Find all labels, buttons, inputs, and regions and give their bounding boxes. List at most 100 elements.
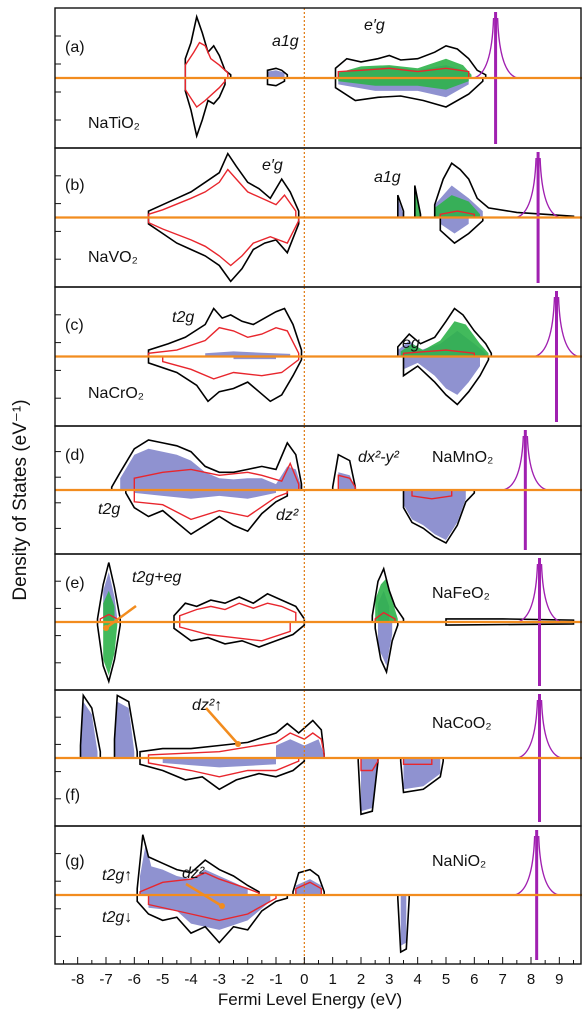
dos-total-line — [139, 757, 306, 791]
na-states-lorentz — [503, 435, 548, 491]
panel-label: (c) — [65, 317, 84, 334]
dos-metal_d-line — [179, 602, 297, 623]
annotation-arrow-head — [219, 903, 225, 909]
panels-group: (a) NaTiO₂ a1g e′g (b) NaVO₂ e′g a1g (c) NaCrO₂ t2… — [54, 7, 582, 965]
x-tick-label: 9 — [555, 971, 563, 988]
x-tick-label: 3 — [385, 971, 393, 988]
dos-total-line — [125, 489, 289, 536]
panel-7: (g) NaNiO₂ t2g↑ t2g↓ dz² — [54, 825, 582, 965]
dos-total-line — [147, 216, 300, 283]
dos-t2g_a1g-area — [361, 758, 378, 812]
dos-metal_d-line — [184, 77, 226, 109]
orbital-annotation: t2g↓ — [102, 909, 132, 926]
dos-t2g_a1g-area — [295, 879, 322, 895]
orbital-annotation: t2g — [98, 501, 120, 518]
x-tick-label: 7 — [498, 971, 506, 988]
panel-label: (e) — [65, 575, 85, 592]
panel-plot-area — [184, 12, 518, 144]
y-axis-label: Density of States (eV⁻¹) — [10, 399, 31, 600]
panel-5: (e) NaFeO₂ t2g+eg — [54, 553, 582, 691]
compound-name: NaVO₂ — [88, 249, 138, 266]
compound-name: NaCrO₂ — [88, 385, 144, 402]
x-tick-label: 0 — [300, 971, 308, 988]
x-tick-label: 8 — [527, 971, 535, 988]
orbital-annotation: t2g+eg — [132, 569, 181, 586]
panel-label: (d) — [65, 447, 85, 464]
x-tick-label: -1 — [269, 971, 282, 988]
dos-total-line — [402, 355, 490, 406]
dos-metal_d-line — [133, 461, 300, 491]
panel-label: (f) — [65, 787, 80, 804]
na-states-lorentz — [515, 157, 561, 219]
dos-eg_green-area — [400, 321, 489, 357]
orbital-annotation: e′g — [262, 157, 283, 174]
dos-total-line — [147, 151, 300, 219]
compound-name: NaNiO₂ — [432, 853, 486, 870]
x-axis: -8 -7 -6 -5 -4 -3 -2 -1 0 1 2 3 4 5 6 7 8 9 — [63, 604, 574, 988]
dos-total-line — [147, 307, 303, 358]
compound-name: NaCoO₂ — [432, 715, 492, 732]
na-states-lorentz — [517, 699, 562, 759]
dos-t2g_a1g-area — [162, 758, 276, 768]
dos-total-line — [110, 439, 303, 491]
dos-metal_d-line — [147, 216, 300, 267]
dos-eg_green-area — [434, 195, 480, 218]
panel-6: (f) NaCoO₂ dz²↑ — [54, 689, 582, 827]
x-tick-label: 1 — [328, 971, 336, 988]
dos-eg_green-area — [338, 58, 472, 78]
x-tick-label: -5 — [156, 971, 169, 988]
dos-total-line — [266, 77, 286, 87]
x-tick-label: 4 — [413, 971, 421, 988]
x-tick-label: -8 — [71, 971, 84, 988]
panel-label: (g) — [65, 853, 85, 870]
compound-name: NaTiO₂ — [88, 115, 140, 132]
x-tick-label: -7 — [99, 971, 112, 988]
dos-eg_green-area — [338, 78, 469, 90]
dos-total-line — [173, 592, 306, 623]
dos-t2g_a1g-area — [276, 739, 325, 758]
dos-t2g_a1g-area — [120, 448, 302, 490]
orbital-annotation: dz² — [276, 507, 299, 524]
dos-t2g_a1g-area — [134, 490, 276, 499]
panel-plot-area — [96, 558, 575, 686]
panel-plot-area — [110, 430, 548, 550]
dos-t2g_a1g-area — [397, 198, 404, 218]
dos-total-line — [184, 13, 232, 79]
panel-plot-area — [147, 291, 579, 422]
dos-total-line — [397, 307, 493, 358]
orbital-annotation: eg — [402, 335, 420, 352]
dos-metal_d-line — [147, 326, 300, 358]
dos-metal_d-line — [179, 621, 291, 642]
x-tick-label: -2 — [241, 971, 254, 988]
orbital-annotation: e′g — [364, 17, 385, 34]
panel-plot-area — [147, 151, 575, 283]
dos-total-line — [433, 162, 575, 219]
annotation-arrow-head — [235, 741, 241, 747]
panel-label: (a) — [65, 39, 85, 56]
dos-total-line — [136, 894, 289, 944]
dos-t2g_a1g-area — [403, 490, 466, 540]
dos-metal_d-line — [147, 168, 297, 219]
dos-t2g_a1g-area — [403, 356, 480, 395]
dos-metal_d-line — [162, 355, 300, 380]
dos-t2g_a1g-area — [440, 217, 469, 234]
dos-eg_green-area — [375, 578, 398, 622]
dos-total-line — [136, 834, 260, 896]
panel-label: (b) — [65, 177, 85, 194]
dos-t2g_a1g-area — [205, 351, 291, 357]
x-tick-label: -3 — [213, 971, 226, 988]
dos-t2g_a1g-area — [378, 622, 393, 666]
orbital-annotation: a1g — [374, 169, 401, 186]
x-tick-label: 6 — [470, 971, 478, 988]
orbital-annotation: t2g↑ — [102, 867, 132, 884]
dos-total-line — [334, 77, 484, 108]
x-tick-label: -4 — [184, 971, 197, 988]
dos-t2g_a1g-area — [400, 895, 407, 946]
na-states-lorentz — [517, 563, 562, 623]
dos-t2g_a1g-area — [267, 70, 285, 78]
compound-name: NaFeO₂ — [432, 585, 490, 602]
dos-total-line — [402, 489, 476, 545]
dos-metal_d-line — [184, 41, 229, 79]
x-tick-label: 2 — [357, 971, 365, 988]
